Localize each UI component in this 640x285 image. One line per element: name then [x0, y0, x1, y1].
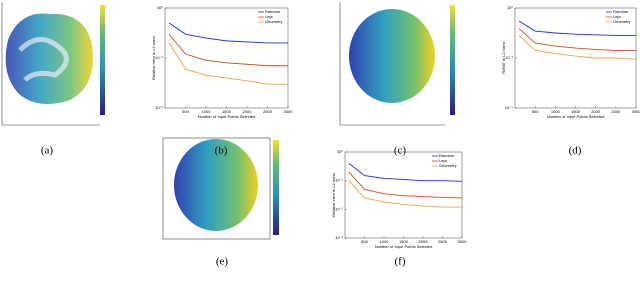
x-tick-label: 1000	[202, 109, 212, 114]
x-tick-label: 1000	[551, 109, 561, 114]
legend-label: Random	[265, 9, 281, 14]
y-tick-label: 10⁻²	[155, 105, 164, 110]
x-tick-label: 3000	[284, 109, 294, 114]
x-tick-label: 3000	[632, 109, 640, 114]
series-line	[348, 163, 463, 182]
x-axis-label: Number of Input Points Selected	[375, 244, 433, 249]
x-tick-label: 500	[182, 109, 189, 114]
y-axis-label: RMSE in L2 norm	[501, 42, 506, 74]
x-tick-label: 2500	[611, 109, 621, 114]
scatter-c	[339, 2, 455, 126]
x-tick-label: 2000	[591, 109, 601, 114]
x-tick-label: 1500	[222, 109, 232, 114]
y-tick-label: 10⁻³	[335, 235, 344, 240]
x-tick-label: 1500	[571, 109, 581, 114]
series-line	[168, 42, 288, 85]
y-tick-label: 10⁻¹	[155, 55, 164, 60]
y-axis-label: Relative error in L2 norm	[151, 35, 156, 80]
y-tick-label: 10⁻¹	[335, 178, 344, 183]
y-tick-label: 10⁻²	[335, 206, 344, 211]
scatter-e	[162, 137, 279, 240]
legend-label: Geometry	[613, 19, 631, 24]
y-tick-label: 10⁻⁴	[505, 105, 514, 110]
caption: (a)	[41, 145, 54, 157]
y-tick-label: 10⁰	[337, 149, 343, 154]
x-tick-label: 1000	[380, 239, 390, 244]
legend-label: Leja	[265, 14, 273, 19]
x-tick-label: 500	[361, 239, 368, 244]
caption: (e)	[216, 256, 229, 268]
scatter-a	[1, 2, 105, 126]
series-line	[168, 22, 288, 44]
series-line	[168, 33, 288, 67]
caption: (c)	[394, 145, 407, 157]
caption: (b)	[215, 145, 228, 157]
y-tick-label: 10⁻²	[505, 55, 514, 60]
legend-label: Leja	[613, 14, 621, 19]
y-axis-label: Relative error in L2 norm	[331, 172, 336, 217]
caption: (f)	[395, 256, 406, 268]
x-axis-label: Number of Input Points Selected	[198, 114, 256, 119]
x-tick-label: 2000	[419, 239, 429, 244]
legend-label: Geometry	[439, 163, 457, 168]
x-axis-label: Number of Input Points Selected	[547, 114, 605, 119]
y-tick-label: 10⁰	[507, 5, 513, 10]
legend-label: Random	[439, 153, 455, 158]
x-tick-label: 2500	[263, 109, 273, 114]
x-tick-label: 2000	[243, 109, 253, 114]
series-line	[518, 28, 636, 51]
x-tick-label: 2500	[438, 239, 448, 244]
y-tick-label: 10⁰	[157, 5, 163, 10]
legend-label: Random	[613, 9, 629, 14]
x-tick-label: 500	[532, 109, 539, 114]
legend-label: Leja	[439, 158, 447, 163]
series-line	[348, 171, 463, 199]
caption: (d)	[569, 145, 582, 157]
legend-label: Geometry	[265, 19, 283, 24]
series-line	[348, 180, 462, 208]
x-tick-label: 3000	[458, 239, 468, 244]
series-line	[518, 35, 637, 60]
series-line	[518, 20, 636, 36]
x-tick-label: 1500	[399, 239, 409, 244]
